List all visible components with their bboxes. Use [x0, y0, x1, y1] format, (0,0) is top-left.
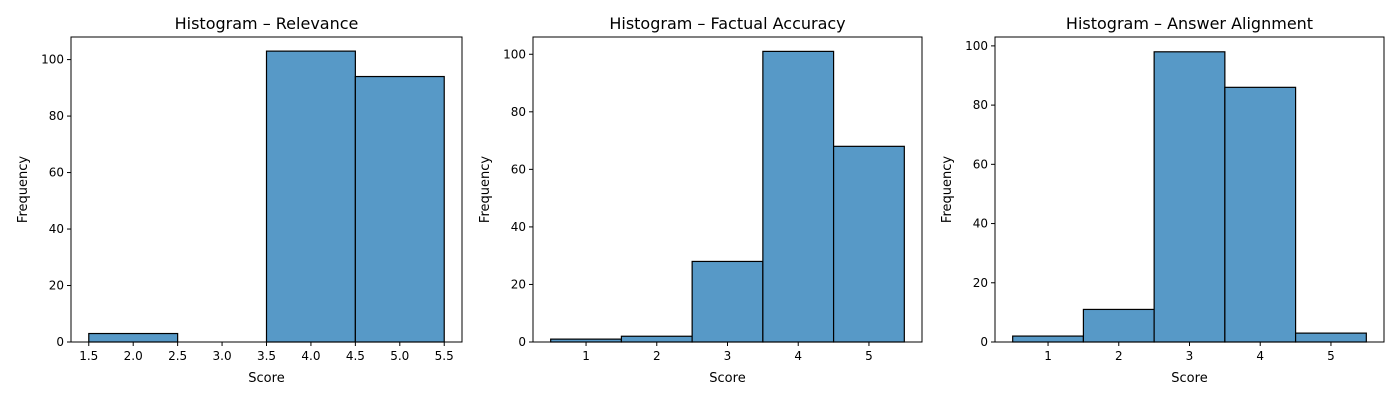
y-tick-label: 80 — [973, 98, 988, 112]
y-tick-label: 20 — [973, 276, 988, 290]
y-tick-label: 40 — [973, 217, 988, 231]
histogram-bar — [1224, 86, 1297, 343]
x-tick-label: 3.0 — [213, 349, 232, 363]
x-ticks-group: 1 2 3 4 5 — [1044, 342, 1335, 363]
y-axis-label: Frequency — [940, 156, 955, 223]
x-tick-label: 5 — [865, 349, 873, 363]
x-ticks-group: 1.5 2.0 2.5 3.0 3.5 4.0 4.5 5.0 5.5 — [79, 342, 454, 363]
x-axis-label: Score — [248, 371, 284, 386]
y-tick-label: 0 — [980, 335, 988, 349]
chart-title: Histogram – Factual Accuracy — [609, 14, 845, 33]
x-tick-label: 2.0 — [124, 349, 143, 363]
x-tick-label: 4 — [794, 349, 802, 363]
x-tick-label: 2.5 — [168, 349, 187, 363]
y-tick-label: 80 — [49, 109, 64, 123]
histogram-factual-accuracy-panel: Histogram – Factual Accuracy 1 2 3 4 5 0 20 40… — [478, 14, 923, 386]
x-tick-label: 3 — [1186, 349, 1194, 363]
x-tick-label: 1.5 — [79, 349, 98, 363]
histogram-relevance-panel: Histogram – Relevance 1.5 2.0 2.5 3.0 3.5 4.0… — [16, 14, 463, 386]
histogram-bar — [354, 75, 445, 343]
y-tick-label: 20 — [511, 277, 526, 291]
x-tick-label: 1 — [582, 349, 590, 363]
histogram-bar — [762, 50, 835, 343]
bars-group — [550, 50, 905, 343]
axes-frame — [70, 36, 463, 343]
chart-title: Histogram – Relevance — [175, 14, 359, 33]
y-tick-label: 20 — [49, 279, 64, 293]
histogram-bar — [620, 335, 693, 343]
y-tick-label: 80 — [511, 105, 526, 119]
axes-frame — [994, 36, 1385, 343]
y-tick-label: 40 — [49, 222, 64, 236]
histogram-bar — [1012, 335, 1085, 343]
axes-frame — [532, 36, 923, 343]
y-tick-label: 40 — [511, 220, 526, 234]
y-axis-label: Frequency — [478, 156, 493, 223]
y-tick-label: 0 — [518, 335, 526, 349]
histogram-bar — [265, 50, 356, 343]
y-tick-label: 60 — [973, 157, 988, 171]
x-tick-label: 5.0 — [390, 349, 409, 363]
x-tick-label: 4.0 — [301, 349, 320, 363]
chart-title: Histogram – Answer Alignment — [1066, 14, 1313, 33]
histogram-bar — [1082, 308, 1155, 343]
x-tick-label: 5.5 — [435, 349, 454, 363]
y-tick-label: 60 — [511, 162, 526, 176]
x-tick-label: 4 — [1256, 349, 1264, 363]
bars-group — [1012, 51, 1367, 343]
y-axis-label: Frequency — [16, 156, 31, 223]
y-ticks-group: 0 20 40 60 80 100 — [503, 47, 533, 349]
x-tick-label: 3 — [724, 349, 732, 363]
x-axis-label: Score — [709, 371, 745, 386]
x-tick-label: 5 — [1327, 349, 1335, 363]
y-ticks-group: 0 20 40 60 80 100 — [965, 39, 995, 349]
histogram-bar — [691, 260, 764, 343]
histogram-answer-alignment-panel: Histogram – Answer Alignment 1 2 3 4 5 0 20 40… — [940, 14, 1385, 386]
x-tick-label: 2 — [653, 349, 661, 363]
x-tick-label: 1 — [1044, 349, 1052, 363]
x-tick-label: 2 — [1115, 349, 1123, 363]
y-tick-label: 100 — [503, 47, 526, 61]
y-tick-label: 100 — [965, 39, 988, 53]
histogram-bar — [1153, 51, 1226, 343]
bars-group — [88, 50, 445, 343]
y-tick-label: 100 — [41, 53, 64, 67]
x-tick-label: 4.5 — [346, 349, 365, 363]
histogram-bar — [88, 332, 179, 343]
x-axis-label: Score — [1171, 371, 1207, 386]
histogram-bar — [1294, 332, 1367, 343]
x-ticks-group: 1 2 3 4 5 — [582, 342, 873, 363]
y-tick-label: 60 — [49, 166, 64, 180]
histogram-bar — [832, 145, 905, 343]
y-tick-label: 0 — [56, 335, 64, 349]
y-ticks-group: 0 20 40 60 80 100 — [41, 53, 71, 349]
x-tick-label: 3.5 — [257, 349, 276, 363]
